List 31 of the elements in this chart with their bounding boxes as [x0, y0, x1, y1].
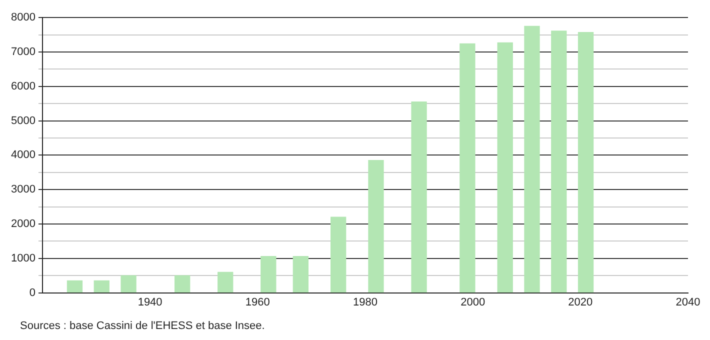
- y-tick-label: 1000: [10, 252, 36, 264]
- y-tick-label: 5000: [10, 114, 36, 127]
- y-tick-label: 3000: [10, 184, 36, 196]
- x-tick-label: 1960: [245, 296, 270, 308]
- bar: [260, 256, 276, 293]
- x-tick-label: 2000: [460, 296, 486, 308]
- y-tick-label: 0: [29, 286, 36, 299]
- bar: [292, 256, 309, 293]
- y-tick-label: 7000: [10, 46, 36, 58]
- bar: [120, 275, 136, 293]
- bar: [497, 42, 513, 293]
- bar: [330, 216, 346, 293]
- bar: [94, 280, 110, 293]
- y-tick-label: 8000: [10, 12, 36, 24]
- bar: [411, 102, 427, 293]
- bar: [218, 272, 234, 293]
- bar: [174, 275, 190, 293]
- x-tick-label: 1940: [138, 296, 162, 308]
- y-tick-label: 6000: [10, 80, 36, 92]
- source-note: Sources : base Cassini de l'EHESS et base Insee.: [20, 320, 266, 332]
- bar: [368, 160, 384, 293]
- x-tick-label: 1980: [352, 296, 378, 308]
- x-tick-label: 2040: [676, 296, 700, 308]
- bar: [460, 43, 476, 293]
- x-tick-label: 2020: [568, 296, 593, 308]
- bar: [551, 30, 567, 293]
- bar: [578, 32, 594, 293]
- bar: [524, 26, 540, 293]
- y-tick-label: 4000: [10, 149, 36, 162]
- y-tick-label: 2000: [10, 218, 36, 230]
- bar: [66, 280, 83, 293]
